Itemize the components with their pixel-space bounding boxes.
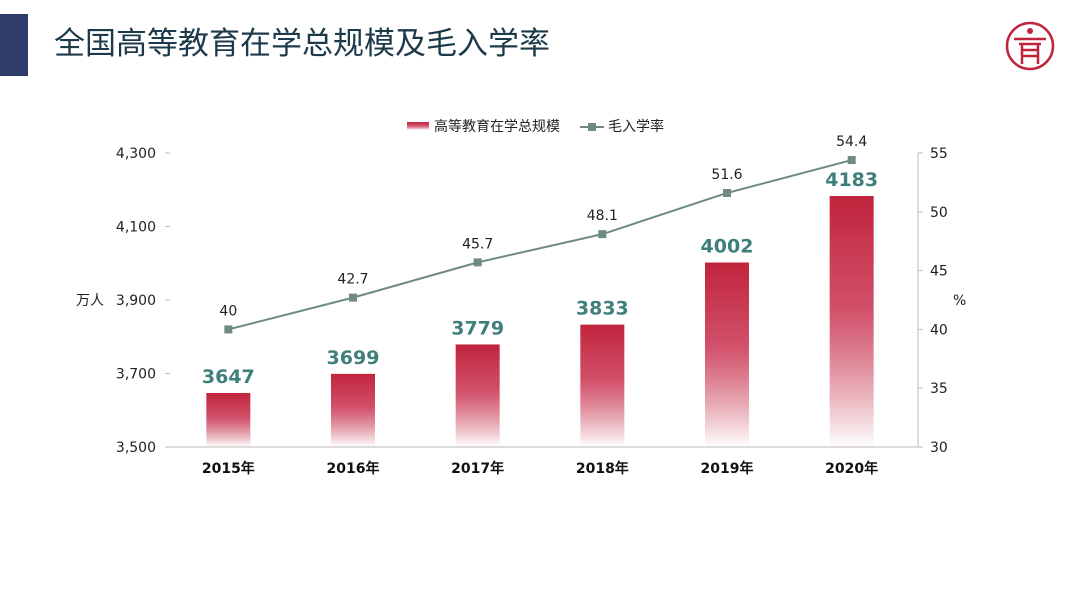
legend-line-label: 毛入学率 [608,118,664,135]
x-tick-label: 2015年 [202,460,255,477]
x-tick-label: 2018年 [576,460,629,477]
x-tick-label: 2019年 [701,460,754,477]
right-y-tick-label: 35 [930,381,948,397]
line-point [723,188,731,197]
right-y-tick-label: 30 [930,440,948,456]
university-seal-icon [1005,21,1055,71]
bar [580,324,625,447]
bar [331,373,375,447]
bar [206,392,251,447]
x-tick-label: 2020年 [825,460,878,477]
line-point [598,230,607,239]
legend-bar-label: 高等教育在学总规模 [434,118,560,135]
title-accent-bar [0,14,28,76]
line-point [847,156,856,165]
left-y-tick-label: 3,900 [116,293,156,309]
line-point [349,293,357,302]
x-tick-label: 2016年 [327,460,380,477]
page-title: 全国高等教育在学总规模及毛入学率 [54,26,550,62]
line-series [228,159,852,331]
bar-data-label: 4183 [825,169,878,191]
left-y-tick-label: 4,100 [116,220,156,236]
bar [829,195,874,447]
right-y-axis-label: % [953,293,966,309]
bar [705,262,749,447]
legend-line-marker [588,123,596,131]
bar-data-label: 3699 [327,347,380,369]
left-y-tick-label: 4,300 [116,146,156,162]
line-point [224,325,233,334]
line-point [473,258,482,267]
right-y-tick-label: 40 [930,322,948,338]
line-data-label: 51.6 [711,167,742,183]
legend-bar-swatch [407,122,429,130]
x-tick-label: 2017年 [451,460,504,477]
left-y-tick-label: 3,700 [116,367,156,383]
right-y-tick-label: 50 [930,205,948,221]
bar-data-label: 3779 [451,317,504,339]
line-data-label: 40 [219,303,237,319]
bar-data-label: 3833 [576,298,629,320]
legend: 高等教育在学总规模 毛入学率 [407,118,664,135]
line-data-label: 48.1 [587,208,618,224]
line-data-label: 54.4 [836,134,867,150]
line-data-label: 45.7 [462,236,493,252]
line-data-label: 42.7 [337,272,368,288]
right-y-tick-label: 55 [930,146,948,162]
left-y-axis-label: 万人 [76,293,104,309]
left-y-tick-label: 3,500 [116,440,156,456]
right-y-tick-label: 45 [930,264,948,280]
bar-data-label: 4002 [701,236,754,258]
bar-data-label: 3647 [202,366,255,388]
bar [455,344,500,447]
